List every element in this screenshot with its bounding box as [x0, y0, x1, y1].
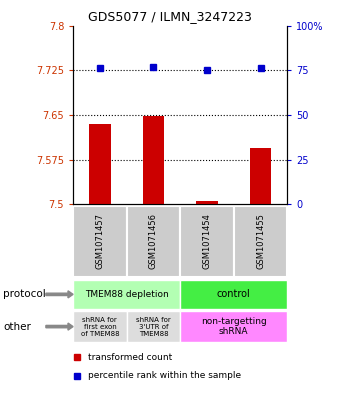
Text: GDS5077 / ILMN_3247223: GDS5077 / ILMN_3247223 — [88, 10, 252, 23]
Bar — [180, 280, 287, 309]
Text: TMEM88 depletion: TMEM88 depletion — [85, 290, 169, 299]
Bar — [126, 311, 180, 342]
Text: protocol: protocol — [3, 289, 46, 299]
Text: GSM1071455: GSM1071455 — [256, 213, 265, 269]
Text: GSM1071456: GSM1071456 — [149, 213, 158, 269]
Bar — [196, 201, 218, 204]
Text: control: control — [217, 289, 251, 299]
Text: GSM1071457: GSM1071457 — [96, 213, 104, 269]
Bar — [73, 206, 126, 277]
Text: percentile rank within the sample: percentile rank within the sample — [88, 371, 241, 380]
Bar — [234, 206, 287, 277]
Bar — [73, 311, 126, 342]
Text: transformed count: transformed count — [88, 353, 172, 362]
Text: shRNA for
first exon
of TMEM88: shRNA for first exon of TMEM88 — [81, 317, 119, 336]
Bar — [143, 116, 164, 204]
Bar — [180, 311, 287, 342]
Text: other: other — [3, 321, 31, 332]
Bar — [250, 148, 271, 204]
Bar — [180, 206, 234, 277]
Bar — [89, 124, 110, 204]
Text: non-targetting
shRNA: non-targetting shRNA — [201, 317, 267, 336]
Text: GSM1071454: GSM1071454 — [203, 213, 211, 269]
Bar — [73, 280, 180, 309]
Text: shRNA for
3'UTR of
TMEM88: shRNA for 3'UTR of TMEM88 — [136, 317, 171, 336]
Bar — [126, 206, 180, 277]
